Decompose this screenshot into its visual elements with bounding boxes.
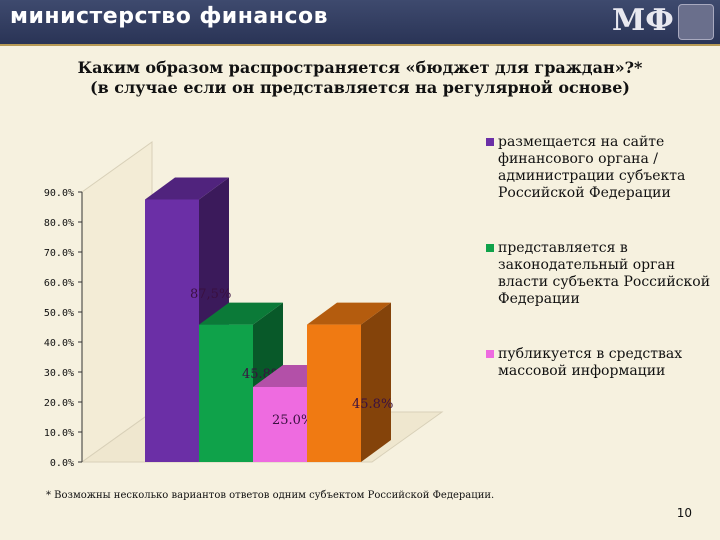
bar [199,324,253,462]
legend-swatch [486,244,494,252]
chart-side-wall [81,141,153,463]
header-bar: министерство финансов МФ [0,0,720,46]
bar-side [361,302,391,462]
slide-title-line2: (в случае если он представляется на регу… [90,78,630,97]
ministry-logo: МФ [612,3,674,38]
y-tick-label: 80.0% [44,218,74,229]
ministry-title: министерство финансов [10,4,329,29]
slide-title: Каким образом распространяется «бюджет д… [40,58,680,98]
bar [307,324,361,462]
legend-label: публикуется в средствах массовой информа… [498,346,683,379]
legend-swatch [486,138,494,146]
data-label: 87,5% [190,287,231,302]
y-tick-label: 0.0% [50,458,74,469]
y-tick-label: 40.0% [44,338,74,349]
y-tick-label: 90.0% [44,188,74,199]
legend-label: размещается на сайте финансового органа … [498,134,686,201]
y-tick-label: 60.0% [44,278,74,289]
y-tick-label: 20.0% [44,398,74,409]
bar [253,387,307,462]
page-number: 10 [676,506,692,520]
legend-swatch [486,350,494,358]
y-tick-label: 10.0% [44,428,74,439]
data-label: 45.8% [352,397,393,412]
slide-title-line1: Каким образом распространяется «бюджет д… [77,58,643,77]
footnote: * Возможны несколько вариантов ответов о… [46,490,495,501]
y-tick-label: 70.0% [44,248,74,259]
bar-top [307,302,391,325]
bar-top [199,302,283,325]
bar-top [145,177,229,200]
bar [145,199,199,462]
data-label: 25.0% [272,413,313,428]
y-tick-label: 30.0% [44,368,74,379]
legend-label: представляется в законодательный орган в… [498,240,711,307]
y-tick-label: 50.0% [44,308,74,319]
emblem-icon [678,4,714,40]
